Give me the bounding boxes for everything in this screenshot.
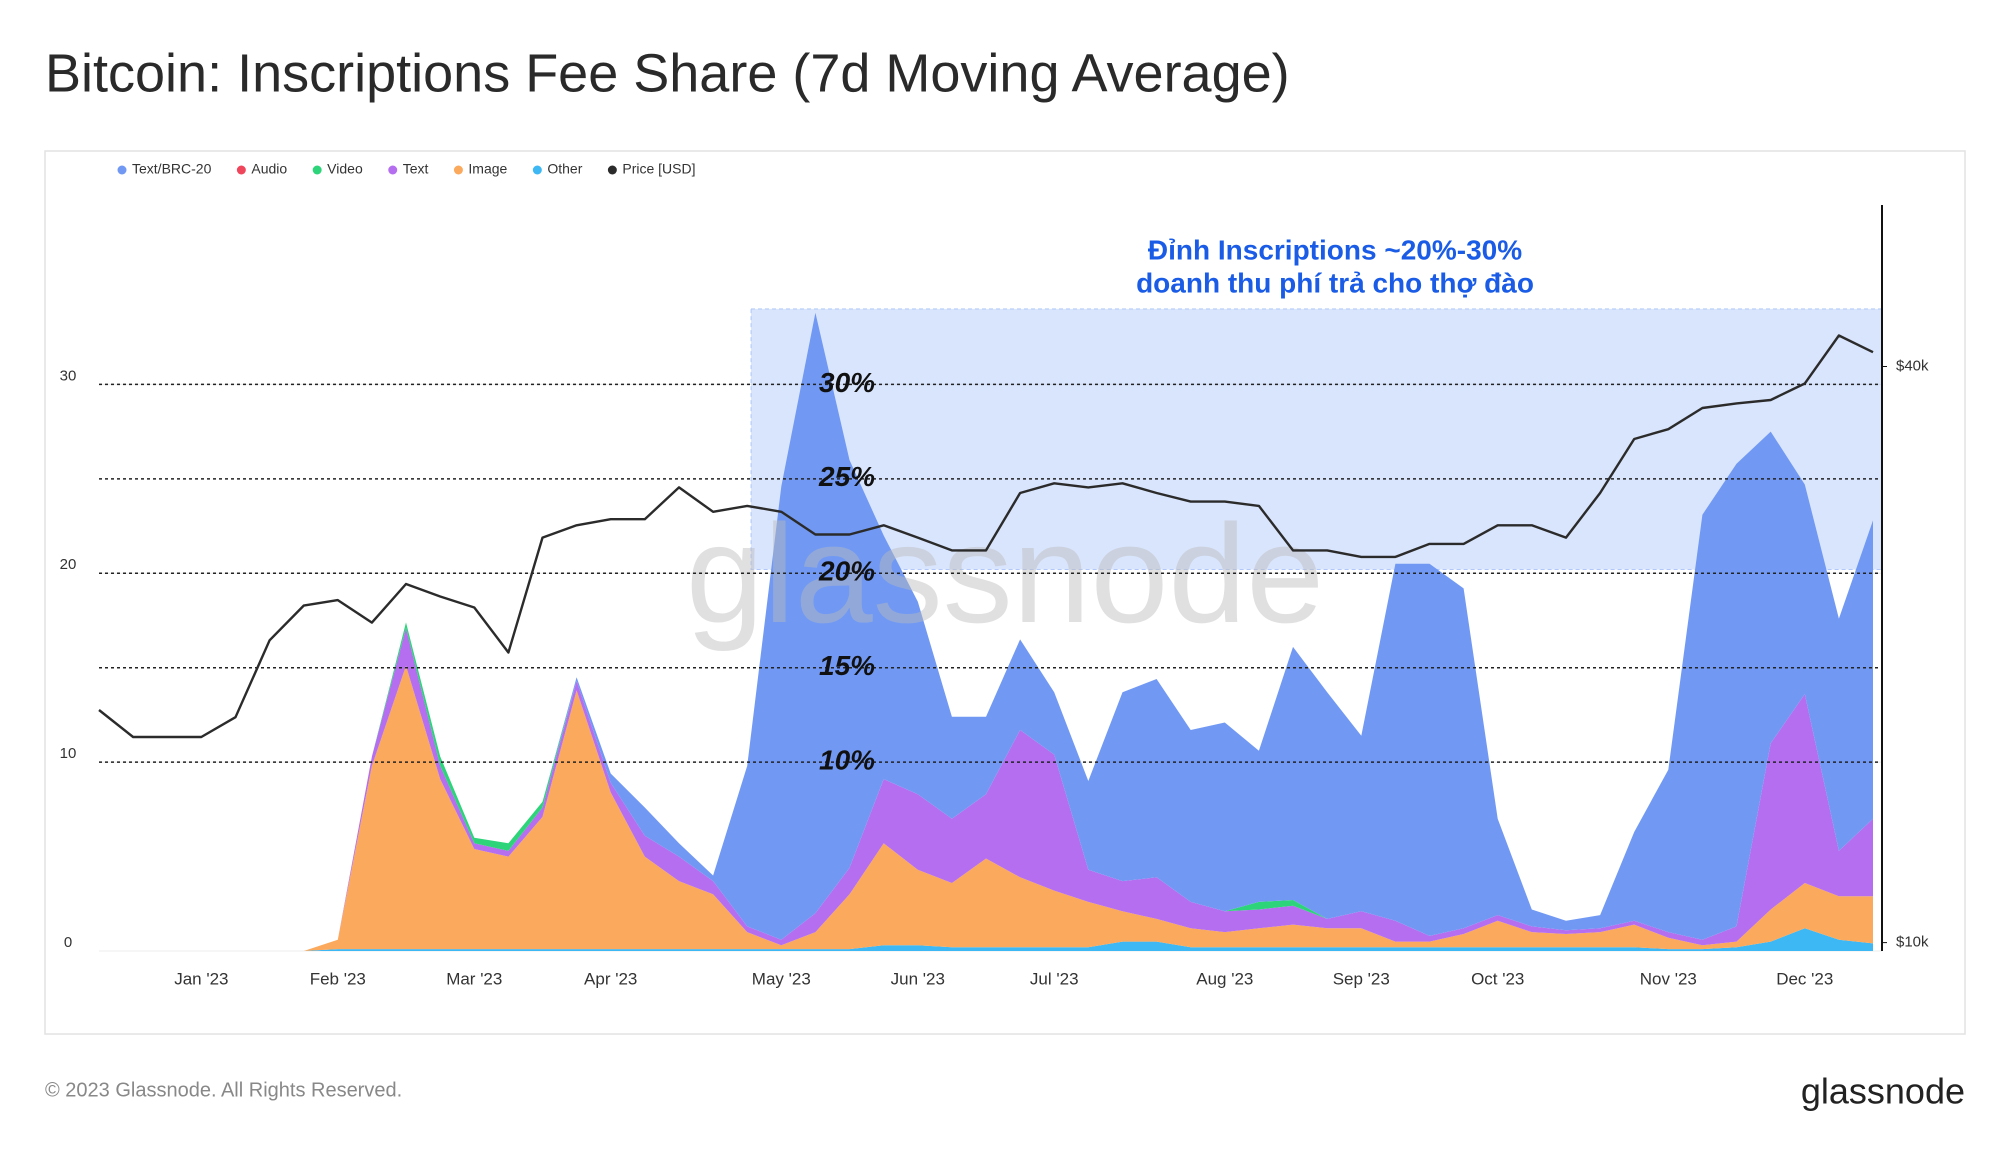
- area: [99, 665, 1873, 951]
- x-tick-label: Feb '23: [310, 969, 366, 988]
- logo: glassnode: [1801, 1071, 1965, 1112]
- chart-title: Bitcoin: Inscriptions Fee Share (7d Movi…: [45, 43, 1290, 103]
- y-tick-label: 10: [60, 745, 77, 762]
- x-tick-label: Sep '23: [1333, 969, 1390, 988]
- legend-swatch: [312, 165, 322, 175]
- reference-label: 10%: [819, 745, 875, 776]
- x-tick-label: May '23: [752, 969, 811, 988]
- reference-label: 25%: [818, 461, 875, 492]
- y2-tick-label: $10k: [1896, 934, 1929, 951]
- annotation: Đỉnh Inscriptions ~20%-30%: [1148, 234, 1522, 265]
- footer: © 2023 Glassnode. All Rights Reserved.: [45, 1079, 402, 1101]
- plot: 0102030glassnode30%25%20%15%10%$10k$40kJ…: [60, 161, 1929, 989]
- legend-swatch: [532, 165, 542, 175]
- legend-label: Text: [403, 161, 429, 177]
- y-tick-label: 20: [60, 556, 77, 573]
- legend-swatch: [453, 165, 463, 175]
- annotation: doanh thu phí trả cho thợ đào: [1136, 267, 1534, 298]
- legend-label: Text/BRC-20: [132, 161, 212, 177]
- x-tick-label: Jan '23: [174, 969, 228, 988]
- legend-swatch: [607, 165, 617, 175]
- legend-label: Image: [468, 161, 507, 177]
- highlight-band: [750, 308, 1883, 571]
- price-line: [98, 334, 1874, 739]
- reference-label: 30%: [819, 367, 875, 398]
- y2-tick-label: $40k: [1896, 357, 1929, 374]
- reference-label: 15%: [819, 650, 875, 681]
- x-tick-label: Apr '23: [584, 969, 637, 988]
- legend-label: Audio: [251, 161, 287, 177]
- x-tick-label: Dec '23: [1776, 969, 1833, 988]
- x-tick-label: Jun '23: [891, 969, 945, 988]
- y-tick-label: 0: [64, 934, 72, 951]
- x-tick-label: Jul '23: [1030, 969, 1079, 988]
- legend-swatch: [117, 165, 127, 175]
- x-tick-label: Oct '23: [1471, 969, 1524, 988]
- legend-label: Price [USD]: [622, 161, 695, 177]
- legend-label: Other: [547, 161, 582, 177]
- legend-swatch: [388, 165, 398, 175]
- x-tick-label: Mar '23: [446, 969, 502, 988]
- x-tick-label: Aug '23: [1196, 969, 1253, 988]
- x-tick-label: Nov '23: [1640, 969, 1697, 988]
- reference-label: 20%: [818, 556, 875, 587]
- area: [99, 312, 1873, 951]
- y-tick-label: 30: [60, 367, 77, 384]
- legend-label: Video: [327, 161, 363, 177]
- legend-swatch: [236, 165, 246, 175]
- chart-frame: [44, 150, 1966, 1035]
